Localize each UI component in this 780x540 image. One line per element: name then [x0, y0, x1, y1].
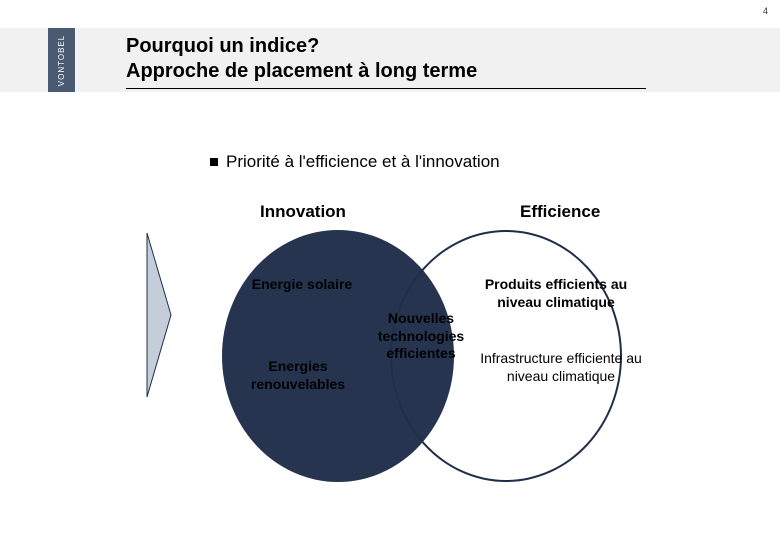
- arrow-icon: [144, 230, 174, 400]
- label-renewable: Energies renouvelables: [228, 358, 368, 393]
- bullet-text: Priorité à l'efficience et à l'innovatio…: [226, 152, 500, 172]
- bullet-row: Priorité à l'efficience et à l'innovatio…: [210, 152, 500, 172]
- heading-innovation: Innovation: [260, 202, 346, 222]
- label-infra: Infrastructure efficiente au niveau clim…: [476, 350, 646, 385]
- bullet-square-icon: [210, 158, 218, 166]
- page-number: 4: [763, 6, 768, 16]
- label-center: Nouvelles technologies efficientes: [366, 310, 476, 363]
- title-underline: [126, 88, 646, 89]
- logo-block: VONTOBEL: [48, 28, 76, 92]
- arrow-polygon: [147, 233, 171, 397]
- label-solar: Energie solaire: [232, 276, 372, 294]
- venn-diagram: Innovation Efficience Energie solaire En…: [150, 190, 710, 510]
- title-block: Pourquoi un indice? Approche de placemen…: [126, 34, 477, 84]
- title-line-1: Pourquoi un indice?: [126, 34, 477, 59]
- logo-text: VONTOBEL: [57, 34, 66, 85]
- heading-efficience: Efficience: [520, 202, 600, 222]
- title-line-2: Approche de placement à long terme: [126, 59, 477, 84]
- label-products: Produits efficients au niveau climatique: [476, 276, 636, 311]
